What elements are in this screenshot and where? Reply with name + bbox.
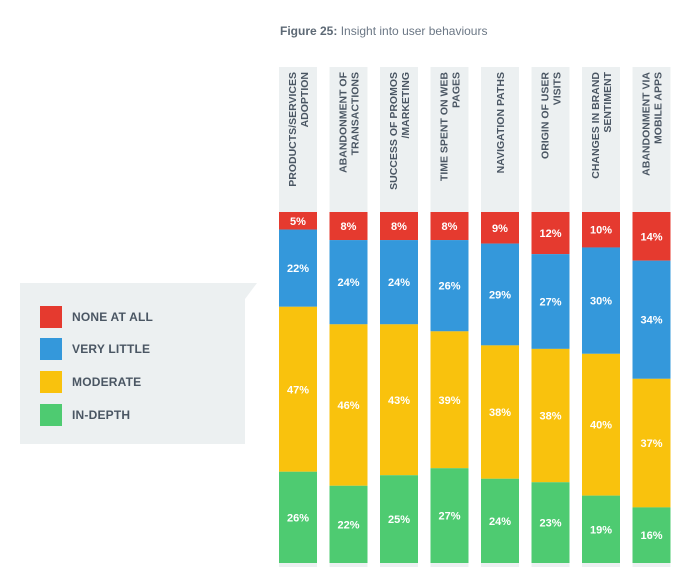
data-label: 8%	[442, 221, 458, 233]
data-label: 12%	[539, 228, 561, 240]
data-label: 22%	[337, 519, 359, 531]
data-label: 24%	[388, 277, 410, 289]
data-label: 27%	[539, 297, 561, 309]
bar-segment	[329, 212, 368, 241]
legend-label-moderate: MODERATE	[72, 375, 142, 389]
bar-segment	[481, 345, 519, 479]
data-label: 8%	[341, 221, 357, 233]
category-label: MOBILE APPS	[653, 72, 665, 144]
data-label: 16%	[640, 530, 662, 542]
bar-segment	[430, 468, 469, 563]
data-label: 37%	[640, 438, 662, 450]
legend-swatch-moderate	[40, 371, 62, 393]
data-label: 24%	[489, 516, 511, 528]
bar-segment	[481, 212, 519, 244]
data-label: 30%	[590, 296, 612, 308]
category-label: TIME SPENT ON WEB	[439, 72, 451, 182]
bar-segment	[481, 478, 519, 563]
bar-segment	[632, 212, 671, 261]
data-label: 24%	[337, 277, 359, 289]
category-label: NAVIGATION PATHS	[495, 72, 507, 173]
bar-segment	[279, 229, 317, 307]
legend-label-none: NONE AT ALL	[72, 310, 154, 324]
category-label: SENTIMENT	[602, 71, 614, 132]
legend-pointer	[245, 283, 257, 299]
category-label: ADOPTION	[299, 72, 311, 127]
bar-segment	[329, 324, 368, 486]
bar-segment	[380, 212, 418, 241]
category-label: ABANDONMENT OF	[338, 71, 350, 172]
data-label: 46%	[337, 400, 359, 412]
data-label: 34%	[640, 315, 662, 327]
category-label: VISITS	[552, 72, 564, 105]
data-label: 5%	[290, 216, 306, 228]
data-label: 23%	[539, 518, 561, 530]
legend-item-moderate: MODERATE	[40, 371, 141, 393]
bar-segment	[531, 348, 570, 483]
data-label: 26%	[287, 512, 309, 524]
bar-segment	[279, 306, 317, 472]
data-label: 43%	[388, 395, 410, 407]
data-label: 40%	[590, 420, 612, 432]
legend-label-little: VERY LITTLE	[72, 342, 151, 356]
legend-item-indepth: IN-DEPTH	[40, 404, 130, 426]
bar-segment	[632, 378, 671, 508]
data-label: 25%	[388, 514, 410, 526]
data-label: 8%	[391, 221, 407, 233]
bar-segment	[632, 507, 671, 563]
category-label: PRODUCTS/SERVICES	[287, 72, 299, 187]
legend-swatch-indepth	[40, 404, 62, 426]
data-label: 27%	[438, 511, 460, 523]
figure-label: Figure 25:	[280, 24, 338, 38]
figure-title: Figure 25: Insight into user behaviours	[280, 24, 487, 38]
bar-segment	[329, 240, 368, 325]
bar-segment	[632, 260, 671, 379]
category-label: CHANGES IN BRAND	[590, 72, 602, 179]
category-label: ABANDONMENT VIA	[641, 72, 653, 176]
bar-segment	[430, 331, 469, 469]
bar-segment	[380, 240, 418, 325]
data-label: 22%	[287, 263, 309, 275]
data-label: 26%	[438, 281, 460, 293]
bar-segment	[531, 254, 570, 349]
bar-segment	[380, 475, 418, 563]
data-label: 47%	[287, 384, 309, 396]
data-label: 9%	[492, 223, 508, 235]
category-label: /MARKETING	[400, 72, 412, 139]
bar-segment	[279, 471, 317, 563]
data-label: 19%	[590, 524, 612, 536]
category-label: ORIGIN OF USER	[540, 72, 552, 159]
data-label: 10%	[590, 225, 612, 237]
category-label: TRANSACTIONS	[350, 72, 362, 155]
bar-segment	[582, 353, 620, 496]
bar-segment	[430, 240, 469, 332]
bar-segment	[329, 485, 368, 563]
legend: NONE AT ALL VERY LITTLE MODERATE IN-DEPT…	[20, 283, 245, 444]
legend-label-indepth: IN-DEPTH	[72, 408, 131, 422]
legend-item-none: NONE AT ALL	[40, 306, 153, 328]
bar-segment	[582, 495, 620, 563]
data-label: 38%	[489, 407, 511, 419]
legend-item-little: VERY LITTLE	[40, 338, 150, 360]
data-label: 14%	[640, 231, 662, 243]
bar-segment	[279, 212, 317, 230]
bar-segment	[531, 212, 570, 255]
data-label: 29%	[489, 289, 511, 301]
legend-swatch-none	[40, 306, 62, 328]
figure-title-text: Insight into user behaviours	[337, 24, 488, 38]
data-label: 38%	[539, 411, 561, 423]
category-label: SUCCESS OF PROMOS	[388, 72, 400, 190]
legend-swatch-little	[40, 338, 62, 360]
bar-segment	[380, 324, 418, 476]
bar-segment	[531, 482, 570, 563]
bar-segment	[430, 212, 469, 241]
bar-segment	[582, 212, 620, 248]
category-label: PAGES	[451, 72, 463, 108]
bar-segment	[582, 247, 620, 354]
bar-segment	[481, 243, 519, 346]
data-label: 39%	[438, 395, 460, 407]
